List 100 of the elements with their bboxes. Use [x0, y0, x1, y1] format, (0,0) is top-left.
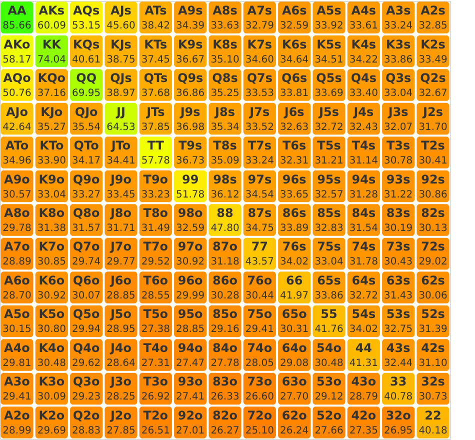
data-label: 33.49	[418, 54, 448, 66]
annotation: 97s	[248, 172, 272, 186]
data-label: 26.60	[245, 392, 274, 403]
data-label: 28.55	[141, 290, 170, 302]
data-label: 33.24	[245, 156, 274, 167]
annotation: 75o	[247, 307, 272, 322]
annotation: Q2s	[420, 71, 446, 86]
annotation: 86o	[212, 273, 238, 288]
annotation: AJo	[6, 104, 28, 119]
annotation: A7o	[4, 240, 30, 254]
annotation: A4s	[351, 4, 376, 18]
data-label: 47.80	[210, 223, 240, 234]
annotation: Q5s	[316, 71, 342, 86]
annotation: K4o	[38, 340, 65, 355]
data-label: 33.24	[384, 20, 413, 32]
data-label: 30.41	[418, 156, 448, 167]
data-label: 28.99	[2, 425, 32, 436]
annotation: T7s	[248, 138, 272, 153]
data-label: 32.59	[176, 223, 205, 234]
annotation: 53o	[316, 374, 342, 389]
data-label: 35.25	[210, 88, 240, 100]
data-label: 34.60	[245, 54, 274, 66]
data-label: 57.78	[141, 156, 170, 167]
data-label: 34.02	[349, 324, 378, 336]
data-label: 31.38	[37, 223, 66, 234]
data-label: 36.86	[176, 88, 205, 100]
data-label: 34.22	[349, 54, 378, 66]
data-label: 30.57	[2, 189, 32, 200]
annotation: 32o	[386, 408, 411, 422]
data-label: 30.06	[418, 290, 448, 302]
data-label: 33.86	[314, 290, 344, 302]
data-label: 64.53	[106, 122, 136, 133]
data-label: 34.54	[245, 189, 274, 200]
annotation: 99	[182, 172, 199, 186]
annotation: 73o	[247, 374, 272, 389]
data-label: 28.64	[106, 358, 136, 369]
annotation: A9s	[178, 4, 203, 18]
annotation: J6o	[109, 273, 132, 288]
annotation: K9o	[38, 172, 65, 186]
annotation: T3s	[386, 138, 410, 153]
data-label: 33.89	[280, 223, 309, 234]
data-label: 26.33	[210, 392, 240, 403]
data-label: 27.66	[314, 425, 344, 436]
annotation: 54s	[352, 307, 376, 322]
data-label: 45.60	[106, 20, 136, 32]
data-label: 41.76	[314, 324, 344, 336]
annotation: K5o	[38, 307, 65, 322]
annotation: T4s	[352, 138, 376, 153]
data-label: 58.17	[2, 54, 32, 66]
data-label: 29.41	[2, 392, 32, 403]
annotation: 62s	[421, 273, 445, 288]
data-label: 29.16	[210, 324, 240, 336]
data-label: 31.57	[72, 223, 101, 234]
annotation: T7o	[143, 240, 168, 254]
data-label: 29.12	[314, 392, 344, 403]
annotation: AA	[8, 4, 27, 18]
data-label: 34.64	[280, 54, 309, 66]
annotation: 85o	[212, 307, 238, 322]
data-label: 29.41	[245, 324, 274, 336]
data-label: 41.97	[280, 290, 309, 302]
data-label: 74.04	[37, 54, 66, 66]
annotation: T5s	[317, 138, 341, 153]
data-label: 28.89	[2, 256, 32, 268]
annotation: AJs	[110, 4, 132, 18]
data-label: 26.27	[210, 425, 240, 436]
data-label: 31.54	[349, 223, 378, 234]
annotation: QTs	[144, 71, 168, 86]
data-label: 30.31	[280, 324, 309, 336]
annotation: J9o	[109, 172, 132, 186]
annotation: 53s	[386, 307, 410, 322]
annotation: Q6s	[281, 71, 308, 86]
data-label: 29.02	[418, 256, 448, 268]
data-label: 33.04	[384, 88, 413, 100]
annotation: T6o	[143, 273, 168, 288]
annotation: 88	[216, 206, 234, 220]
annotation: 97o	[178, 240, 203, 254]
data-label: 28.85	[176, 324, 205, 336]
annotation: T8o	[143, 206, 168, 220]
data-label: 33.69	[314, 88, 344, 100]
annotation: 75s	[317, 240, 341, 254]
annotation: J8o	[109, 206, 132, 220]
annotation: Q7s	[246, 71, 273, 86]
annotation: 83s	[386, 206, 410, 220]
annotation: 42s	[421, 340, 445, 355]
annotation: T5o	[143, 307, 168, 322]
annotation: J7o	[109, 240, 132, 254]
data-label: 38.75	[106, 54, 136, 66]
data-label: 30.86	[418, 189, 448, 200]
annotation: T6s	[282, 138, 306, 153]
annotation: A3o	[4, 374, 30, 389]
data-label: 32.63	[280, 122, 309, 133]
data-label: 29.94	[72, 324, 101, 336]
annotation: 84s	[352, 206, 376, 220]
data-label: 31.18	[210, 256, 240, 268]
annotation: J9s	[179, 104, 200, 119]
data-label: 30.78	[384, 156, 413, 167]
data-label: 32.72	[314, 122, 344, 133]
annotation: JTo	[110, 138, 131, 153]
data-label: 41.31	[349, 358, 378, 369]
data-label: 32.43	[349, 122, 378, 133]
